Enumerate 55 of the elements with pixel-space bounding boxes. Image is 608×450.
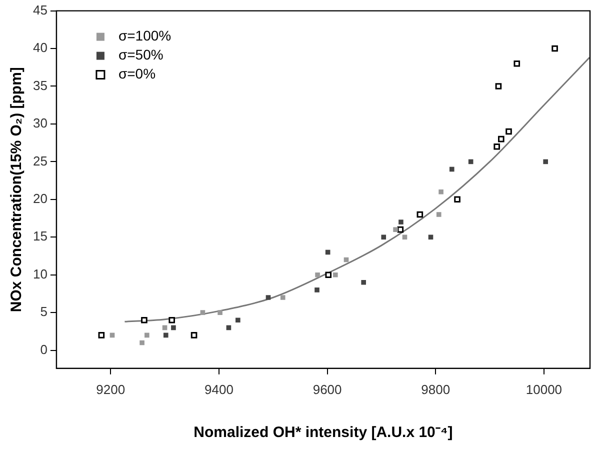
point: [506, 128, 512, 135]
x-tick-label: 10000: [526, 382, 562, 397]
x-axis-title: Nomalized OH* intensity [A.U.x 10⁻⁴]: [194, 424, 453, 442]
point: [315, 272, 320, 278]
point: [200, 310, 206, 315]
point: [449, 166, 454, 172]
point: [498, 136, 504, 142]
x-tick-label: 9800: [421, 382, 450, 397]
y-axis-title: NOx Concentration(15% O₂) [ppm]: [8, 67, 26, 312]
y-tick-label: 45: [32, 2, 48, 18]
point: [236, 318, 240, 323]
y-tick-label: 25: [32, 153, 48, 168]
point: [266, 295, 271, 300]
point: [436, 212, 442, 217]
point: [398, 220, 404, 224]
legend-label: σ=100%: [118, 28, 172, 44]
point: [543, 159, 548, 164]
point: [494, 143, 500, 150]
point: [141, 316, 148, 324]
point: [163, 332, 168, 338]
point: [393, 227, 398, 232]
point: [144, 332, 150, 338]
y-tick-label: 40: [32, 40, 48, 56]
y-tick-label: 10: [32, 266, 48, 282]
y-tick-label: 30: [32, 116, 48, 131]
point: [416, 211, 424, 218]
y-tick-label: 5: [40, 304, 48, 320]
x-tick-label: 9600: [312, 382, 342, 397]
x-tick-label: 9400: [204, 382, 234, 397]
y-tick-label: 35: [32, 78, 48, 93]
point: [381, 234, 386, 240]
point: [168, 316, 175, 324]
point: [552, 45, 558, 52]
legend-label: σ=50%: [118, 46, 164, 63]
y-tick-label: 20: [32, 190, 48, 206]
point: [402, 234, 408, 240]
x-tick-label: 9200: [96, 382, 126, 397]
point: [514, 60, 520, 67]
point: [314, 288, 320, 292]
point: [454, 196, 460, 203]
y-tick-label: 0: [40, 342, 48, 357]
point: [325, 272, 332, 278]
point: [171, 325, 176, 330]
point: [280, 295, 286, 300]
point: [190, 332, 198, 338]
point: [218, 310, 222, 315]
point: [333, 272, 338, 278]
point: [361, 280, 366, 285]
point: [438, 189, 444, 194]
legend-label: σ=0%: [118, 66, 156, 82]
point: [98, 332, 105, 338]
point: [495, 83, 502, 90]
point: [428, 234, 434, 240]
point: [140, 340, 144, 346]
y-tick-label: 15: [32, 228, 48, 244]
